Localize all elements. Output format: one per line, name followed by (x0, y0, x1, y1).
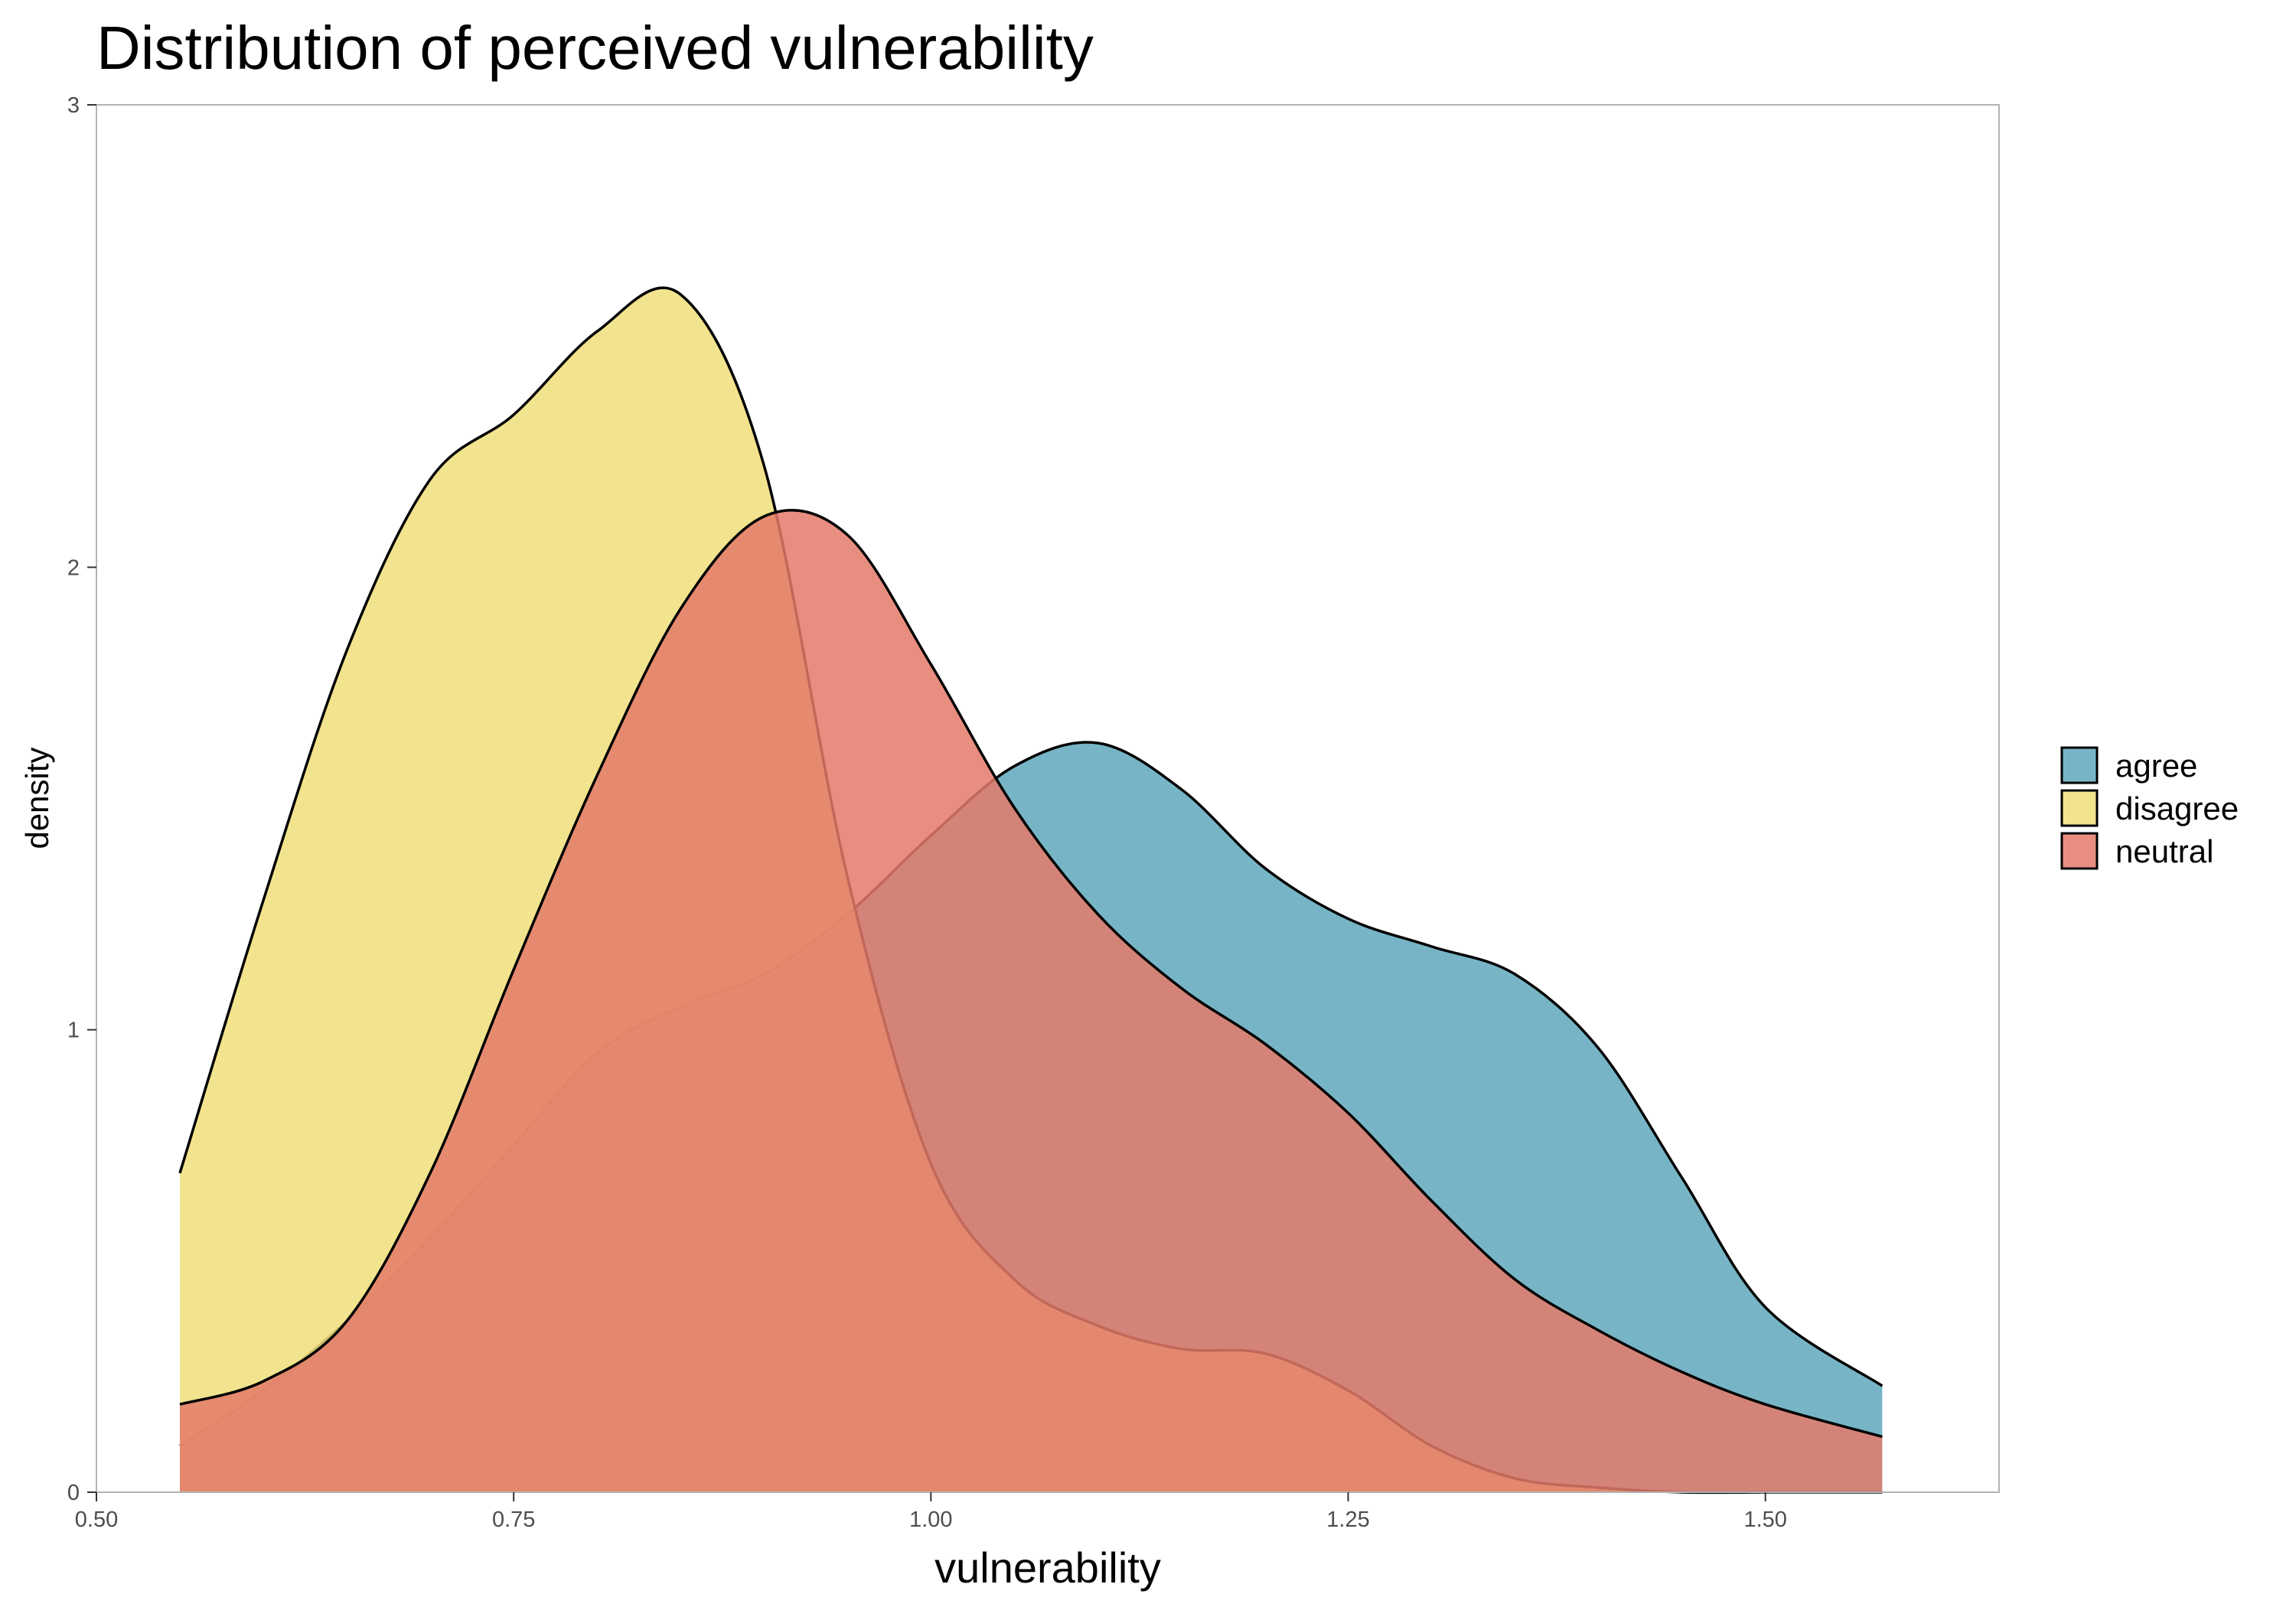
legend-key-disagree (2060, 789, 2099, 827)
density-line-neutral (179, 509, 1883, 1439)
legend-key-agree (2060, 746, 2099, 784)
legend-label-neutral: neutral (2115, 833, 2213, 869)
y-tick-label: 0 (67, 1481, 80, 1505)
x-tick-label: 0.75 (492, 1508, 535, 1532)
x-axis: 0.50 0.75 1.00 1.25 1.50 (75, 1492, 1787, 1532)
legend-label-disagree: disagree (2115, 790, 2239, 826)
legend-item-disagree: disagree (2060, 789, 2239, 827)
series-layer (178, 286, 1883, 1495)
x-tick-label: 0.50 (75, 1508, 118, 1532)
plot-border (96, 104, 2000, 1493)
plot-area (96, 104, 2000, 1495)
legend-item-agree: agree (2060, 746, 2197, 784)
y-tick-label: 2 (67, 556, 80, 580)
legend: agree disagree neutral (2060, 746, 2239, 870)
x-axis-title: vulnerability (934, 1543, 1161, 1592)
x-tick-label: 1.50 (1743, 1508, 1786, 1532)
legend-item-neutral: neutral (2060, 832, 2213, 870)
chart-title: Distribution of perceived vulnerability (96, 14, 1094, 82)
x-tick-label: 1.00 (909, 1508, 952, 1532)
legend-label-agree: agree (2115, 748, 2197, 784)
y-axis-title: density (19, 747, 55, 849)
x-tick-label: 1.25 (1326, 1508, 1369, 1532)
legend-key-neutral (2060, 832, 2099, 870)
y-tick-label: 3 (67, 93, 80, 118)
y-tick-label: 1 (67, 1019, 80, 1043)
y-axis: 0 1 2 3 (67, 93, 96, 1505)
density-area-neutral (180, 510, 1883, 1492)
series-neutral (179, 509, 1883, 1492)
